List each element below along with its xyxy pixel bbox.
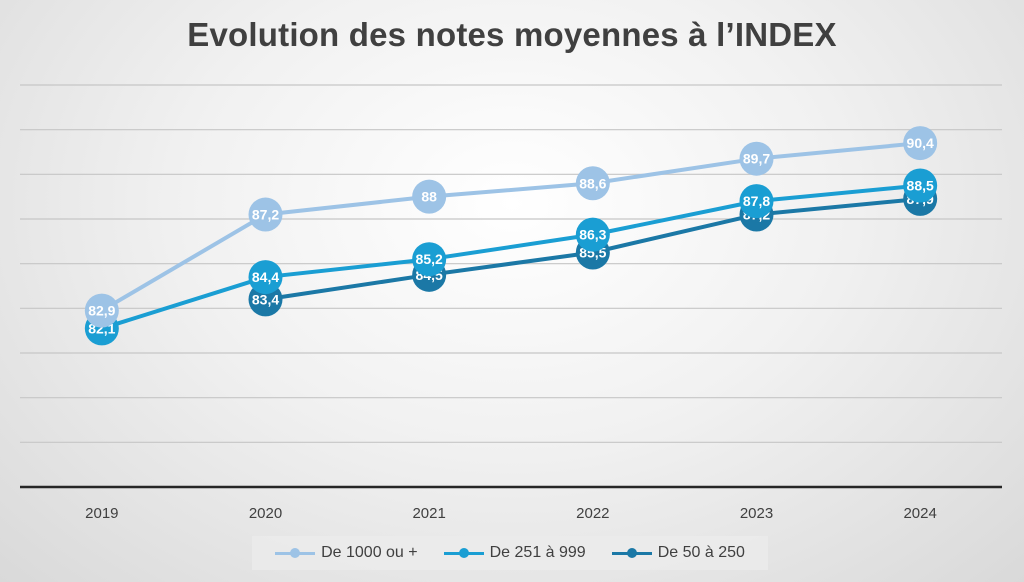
data-label: 89,7 — [743, 151, 770, 167]
data-label: 88,5 — [907, 178, 934, 194]
x-tick-label: 2019 — [85, 505, 118, 522]
series-line — [99, 183, 923, 331]
data-point — [412, 242, 447, 277]
data-label: 87,2 — [252, 207, 279, 223]
legend-label: De 251 à 999 — [489, 544, 586, 561]
data-point — [412, 179, 447, 214]
data-label: 84,4 — [252, 269, 279, 285]
data-label: 86,3 — [579, 227, 606, 243]
legend-item: De 1000 ou + — [275, 544, 418, 562]
series-line — [99, 141, 923, 313]
data-label: 88,6 — [579, 175, 606, 191]
x-tick-label: 2023 — [740, 505, 773, 522]
legend-swatch — [443, 548, 484, 558]
data-label: 90,4 — [907, 135, 934, 151]
data-point — [903, 126, 938, 161]
data-label: 85,2 — [416, 251, 443, 267]
data-point — [84, 293, 119, 328]
data-point — [575, 217, 610, 252]
legend-item: De 50 à 250 — [611, 544, 745, 562]
data-point — [739, 184, 774, 219]
x-tick-label: 2020 — [249, 505, 282, 522]
x-tick-label: 2024 — [903, 505, 936, 522]
x-tick-label: 2022 — [576, 505, 609, 522]
data-point — [248, 260, 283, 295]
data-label: 83,4 — [252, 291, 279, 307]
data-point — [248, 197, 283, 232]
chart-legend: De 1000 ou + De 251 à 999 De 50 à 250 — [252, 536, 768, 570]
legend-swatch — [275, 548, 316, 558]
data-label: 87,8 — [743, 193, 770, 209]
chart-title: Evolution des notes moyennes à l’INDEX — [187, 16, 837, 53]
data-label: 88 — [421, 189, 437, 205]
legend-swatch — [611, 548, 652, 558]
data-label: 82,9 — [88, 303, 115, 319]
data-point — [739, 141, 774, 176]
legend-label: De 1000 ou + — [321, 544, 418, 561]
legend-label: De 50 à 250 — [657, 544, 745, 561]
data-point — [903, 168, 938, 203]
x-tick-label: 2021 — [412, 505, 445, 522]
legend-item: De 251 à 999 — [443, 544, 586, 562]
data-point — [575, 166, 610, 201]
